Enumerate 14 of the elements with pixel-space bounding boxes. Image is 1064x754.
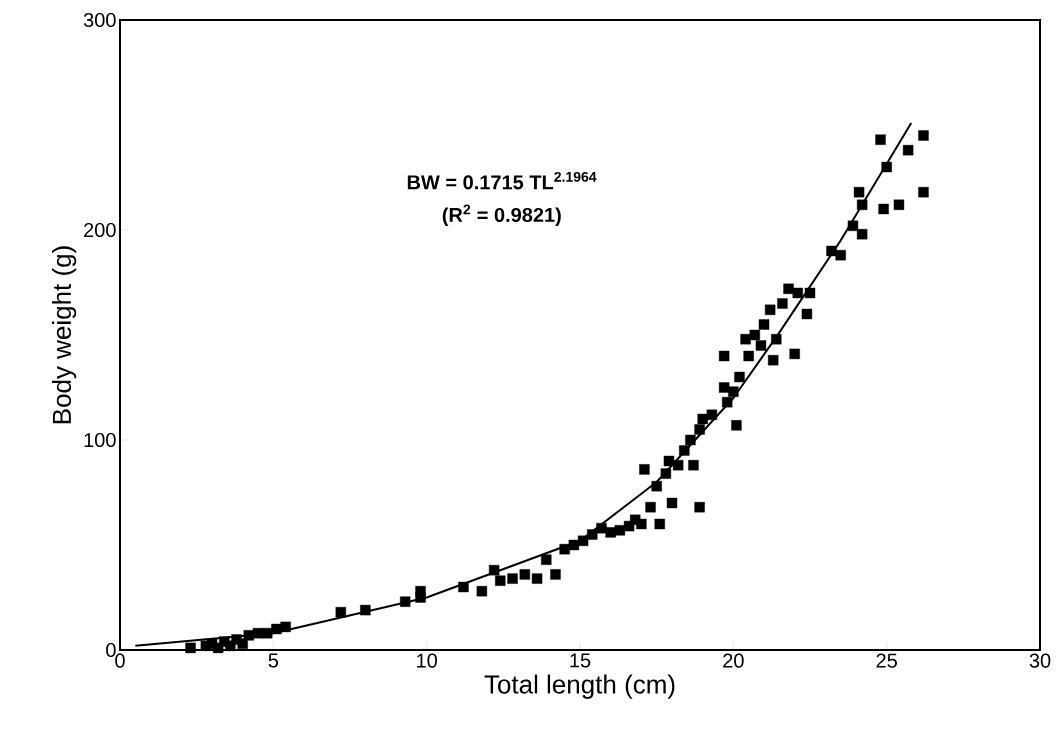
- x-tick-label: 5: [268, 653, 279, 668]
- x-tick-label: 10: [417, 653, 437, 668]
- y-tick-label: 0: [106, 642, 116, 658]
- x-tick-label: 30: [1029, 653, 1051, 668]
- annotation: BW = 0.1715 TL$^{2.1964}$: [407, 171, 597, 190]
- y-tick-label: 300: [83, 12, 116, 28]
- y-axis-title: Body weight (g): [52, 246, 77, 424]
- annotation: (R$^{2}$ = 0.9821): [442, 204, 561, 227]
- y-tick-label: 100: [84, 432, 116, 448]
- x-axis-title: Total length (cm): [484, 674, 675, 699]
- x-tick-label: 25: [876, 653, 897, 668]
- x-tick-label: 20: [723, 653, 744, 668]
- y-tick-label: 200: [84, 222, 116, 238]
- x-tick-label: 15: [570, 653, 591, 668]
